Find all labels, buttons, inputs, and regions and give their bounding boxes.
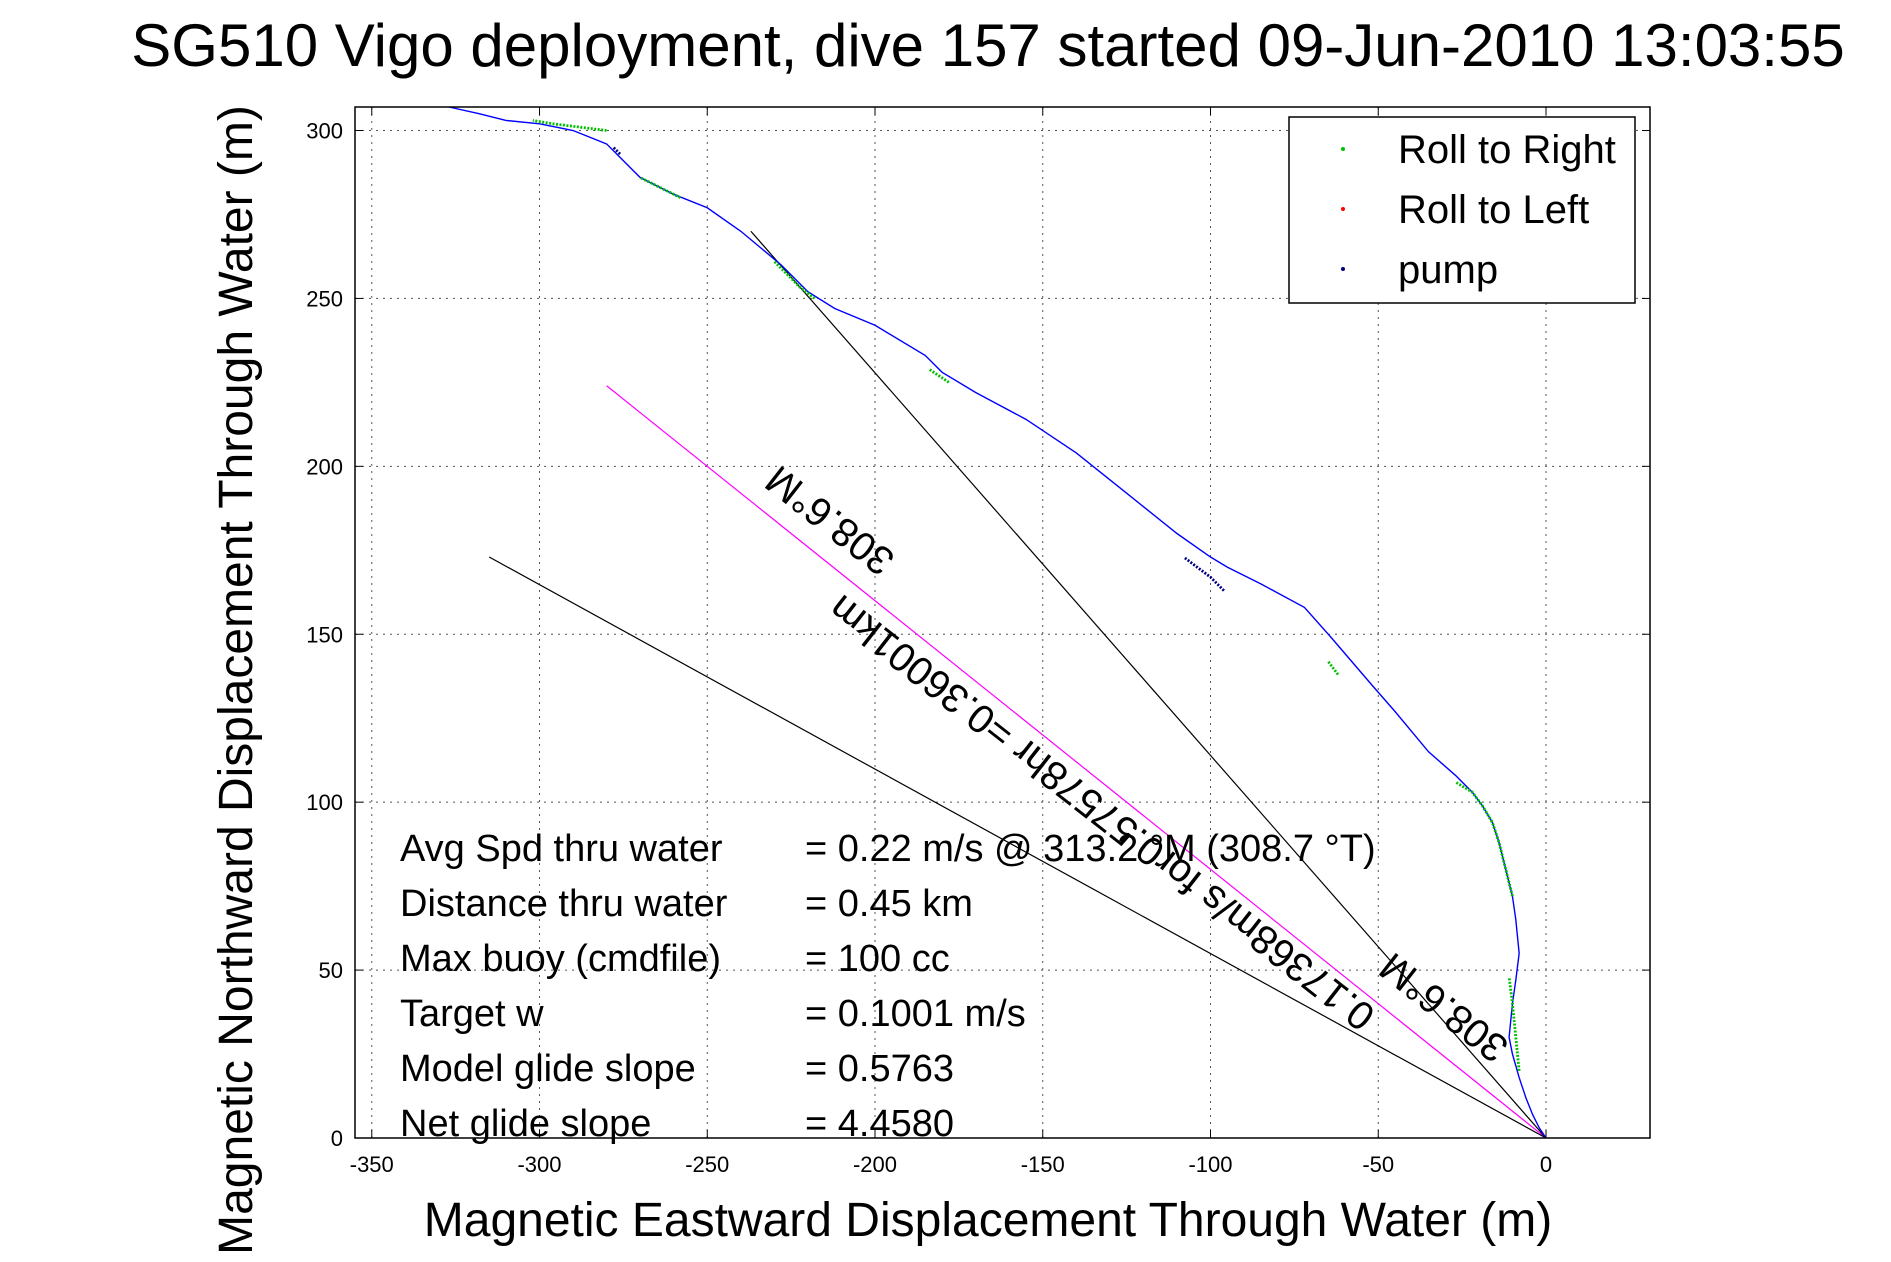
x-tick-label: -100 (1188, 1152, 1232, 1177)
annotation-value: = 0.1001 m/s (805, 993, 1026, 1035)
marker-segment-roll-to-right (639, 176, 682, 199)
legend-marker (1341, 147, 1345, 151)
y-tick-label: 150 (306, 622, 343, 647)
legend: Roll to Right Roll to Left pump (1288, 116, 1636, 304)
annotation-value: = 4.4580 (805, 1103, 954, 1145)
x-axis-ticks: -350 -300 -250 -200 -150 -100 -50 0 (350, 107, 1552, 1177)
legend-marker (1341, 267, 1345, 271)
line-label: 308.6°M (1372, 944, 1517, 1071)
x-tick-label: -200 (853, 1152, 897, 1177)
x-tick-label: -350 (350, 1152, 394, 1177)
marker-series (532, 119, 1521, 1071)
marker-segment-roll-to-right (1454, 780, 1514, 897)
x-axis-label: Magnetic Eastward Displacement Through W… (424, 1194, 1552, 1247)
x-tick-label: -250 (685, 1152, 729, 1177)
y-tick-label: 0 (331, 1126, 343, 1151)
annotation-label: Avg Spd thru water (400, 828, 723, 870)
y-tick-label: 50 (319, 958, 343, 983)
marker-segment-roll-to-right (1326, 660, 1340, 676)
annotation-label: Max buoy (cmdfile) (400, 938, 721, 980)
marker-segment-roll-to-right (532, 119, 607, 132)
reference-lines (488, 230, 1547, 1139)
x-tick-label: -300 (517, 1152, 561, 1177)
marker-segment-roll-to-right (927, 367, 950, 384)
marker-segment-roll-to-right (773, 260, 816, 300)
annotation-value: = 0.45 km (805, 883, 973, 925)
annotation-label: Net glide slope (400, 1103, 651, 1145)
x-tick-label: 0 (1540, 1152, 1552, 1177)
annotation-label: Model glide slope (400, 1048, 696, 1090)
plot-area (354, 106, 1651, 1139)
annotation-value: = 0.22 m/s @ 313.2 °M (308.7 °T) (805, 828, 1376, 870)
y-tick-label: 300 (306, 119, 343, 144)
x-tick-label: -50 (1362, 1152, 1394, 1177)
annotation-block: Avg Spd thru water = 0.22 m/s @ 313.2 °M … (400, 828, 1376, 1145)
y-tick-label: 250 (306, 286, 343, 311)
legend-label: Roll to Right (1398, 128, 1616, 172)
legend-box (1288, 116, 1636, 304)
y-axis-ticks: 0 50 100 150 200 250 300 (306, 119, 1650, 1151)
legend-label: pump (1398, 248, 1498, 292)
legend-label: Roll to Left (1398, 188, 1589, 232)
reference-line-black-heading-2 (488, 556, 1547, 1139)
reference-line-magenta-heading (606, 385, 1547, 1139)
marker-segment-roll-to-right (1507, 976, 1521, 1071)
x-tick-label: -150 (1021, 1152, 1065, 1177)
legend-marker (1341, 207, 1345, 211)
y-tick-label: 200 (306, 454, 343, 479)
annotation-label: Distance thru water (400, 883, 728, 925)
annotation-label: Target w (400, 993, 544, 1035)
marker-segment-pump (612, 146, 622, 156)
y-tick-label: 100 (306, 790, 343, 815)
chart-title: SG510 Vigo deployment, dive 157 started … (131, 12, 1844, 79)
reference-line-black-heading-1 (750, 230, 1547, 1139)
annotation-value: = 0.5763 (805, 1048, 954, 1090)
y-axis-label: Magnetic Northward Displacement Through … (210, 105, 263, 1255)
annotation-value: = 100 cc (805, 938, 950, 980)
